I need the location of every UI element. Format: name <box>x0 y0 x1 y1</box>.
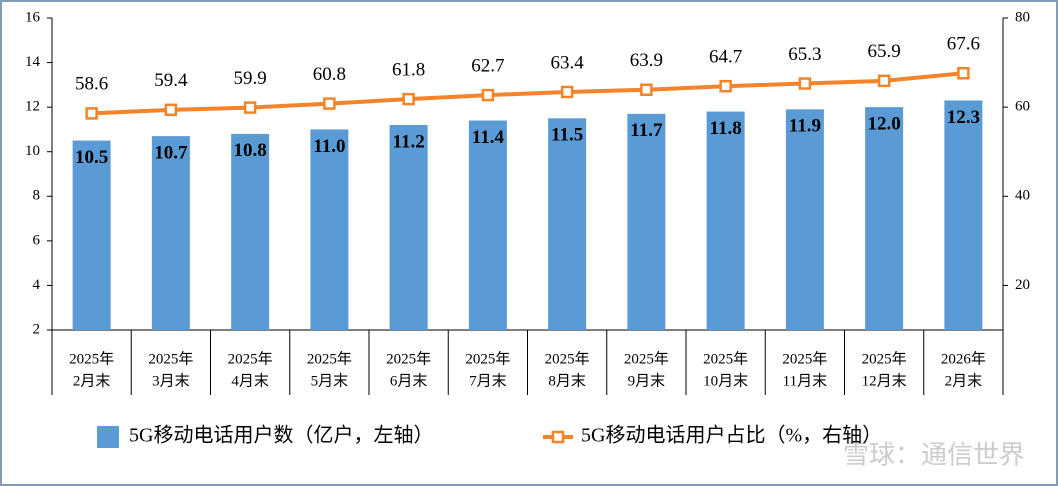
x-tick-label: 11月末 <box>783 372 827 389</box>
line-marker <box>798 77 812 90</box>
line-marker <box>640 83 653 97</box>
x-tick-label: 2025年 <box>148 350 193 367</box>
y2-tick-label: 60 <box>1015 99 1030 115</box>
bar <box>72 140 111 330</box>
legend-swatch-marker <box>551 430 565 444</box>
y-tick-label: 10 <box>25 143 40 159</box>
bar-value-label: 11.7 <box>630 120 663 141</box>
line-marker <box>243 101 257 114</box>
line-marker <box>877 74 891 88</box>
bar-value-label: 12.3 <box>947 107 980 128</box>
x-tick-label: 6月末 <box>390 372 428 389</box>
line-value-label: 67.6 <box>947 34 980 55</box>
bar-value-label: 10.5 <box>75 147 108 168</box>
x-tick-label: 2026年 <box>941 350 986 367</box>
x-tick-label: 2025年 <box>862 350 907 367</box>
x-tick-label: 12月末 <box>862 372 907 389</box>
y2-tick-label: 20 <box>1015 277 1030 293</box>
line-marker <box>323 97 336 110</box>
x-tick-label: 2025年 <box>465 350 510 367</box>
x-tick-label: 2月末 <box>73 372 111 389</box>
line-marker <box>719 79 732 93</box>
x-tick-label: 2025年 <box>228 350 273 367</box>
line-marker <box>957 67 970 80</box>
bar <box>627 113 666 330</box>
bar <box>389 124 428 330</box>
bar <box>548 118 587 331</box>
bar-value-label: 11.2 <box>393 131 425 152</box>
bar <box>785 109 824 330</box>
bar-value-label: 11.9 <box>789 116 821 137</box>
line-value-label: 60.8 <box>313 64 346 85</box>
bar <box>310 129 349 330</box>
x-tick-label: 2025年 <box>69 350 114 367</box>
line-value-label: 58.6 <box>75 74 108 95</box>
line-value-label: 64.7 <box>709 47 742 68</box>
line-marker <box>85 107 98 120</box>
x-tick-label: 8月末 <box>548 372 586 389</box>
bar-value-label: 11.8 <box>710 118 742 139</box>
y-tick-label: 2 <box>33 321 41 337</box>
bar <box>468 120 507 330</box>
legend-swatch <box>97 426 119 448</box>
y2-tick-label: 80 <box>1015 9 1030 25</box>
line-value-label: 61.8 <box>392 59 425 80</box>
legend-label: 5G移动电话用户占比（%，右轴） <box>581 424 882 447</box>
x-tick-label: 2月末 <box>945 372 983 389</box>
bar-value-label: 11.0 <box>313 136 345 157</box>
line-value-label: 62.7 <box>471 55 504 76</box>
x-tick-label: 9月末 <box>628 372 666 389</box>
y-tick-label: 6 <box>33 232 41 248</box>
bar <box>231 133 270 330</box>
x-tick-label: 4月末 <box>231 372 269 389</box>
bar <box>944 100 983 330</box>
line-value-label: 63.4 <box>551 52 585 73</box>
x-tick-label: 5月末 <box>311 372 349 389</box>
x-tick-label: 7月末 <box>469 372 507 389</box>
line-marker <box>481 88 495 102</box>
y2-tick-label: 40 <box>1015 188 1030 204</box>
y-tick-label: 14 <box>25 54 41 70</box>
y-tick-label: 16 <box>25 9 41 25</box>
bar-value-label: 12.0 <box>868 114 901 135</box>
x-tick-label: 10月末 <box>703 372 748 389</box>
x-tick-label: 2025年 <box>624 350 669 367</box>
line-value-label: 59.4 <box>154 70 188 91</box>
x-tick-label: 2025年 <box>782 350 827 367</box>
line-marker <box>560 85 574 99</box>
y-tick-label: 8 <box>33 188 41 204</box>
bar-value-label: 11.4 <box>472 127 505 148</box>
x-tick-label: 2025年 <box>307 350 352 367</box>
line-value-label: 65.9 <box>868 41 901 62</box>
bar <box>706 111 745 330</box>
line-value-label: 65.3 <box>788 44 821 65</box>
x-tick-label: 3月末 <box>152 372 190 389</box>
bar <box>151 136 190 330</box>
bar-value-label: 10.7 <box>154 142 188 163</box>
y-tick-label: 12 <box>25 99 40 115</box>
line-marker <box>164 103 178 117</box>
bar <box>865 107 904 331</box>
bar-value-label: 11.5 <box>551 125 583 146</box>
bar-value-label: 10.8 <box>234 140 267 161</box>
x-tick-label: 2025年 <box>386 350 431 367</box>
watermark: 雪球：通信世界 <box>843 441 1025 471</box>
line-value-label: 59.9 <box>234 68 267 89</box>
legend-label: 5G移动电话用户数（亿户，左轴） <box>129 424 433 447</box>
line-marker <box>402 92 415 106</box>
line <box>91 71 964 116</box>
line-value-label: 63.9 <box>630 50 663 71</box>
x-tick-label: 2025年 <box>703 350 748 367</box>
x-tick-label: 2025年 <box>545 350 590 367</box>
y-tick-label: 4 <box>33 277 41 293</box>
